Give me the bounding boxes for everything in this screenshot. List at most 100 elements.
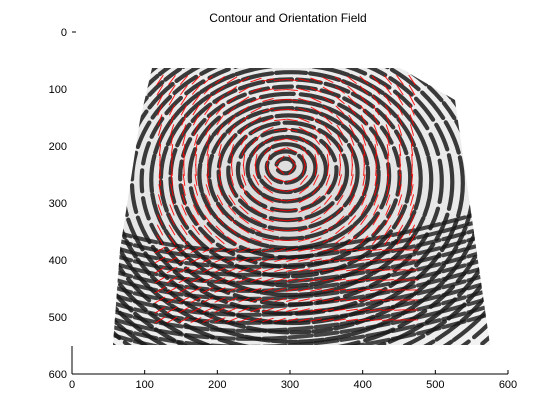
orientation-vector: [359, 85, 369, 95]
orientation-vector: [262, 88, 274, 92]
orientation-vector: [310, 258, 322, 262]
orientation-vector: [202, 317, 214, 323]
orientation-vector: [180, 235, 188, 245]
x-tick-label: 400: [353, 379, 371, 391]
orientation-vector: [169, 104, 175, 116]
orientation-vector: [346, 308, 358, 312]
orientation-vector: [286, 308, 298, 312]
orientation-vector: [154, 316, 166, 324]
orientation-vector: [195, 164, 197, 176]
orientation-vector: [275, 155, 285, 165]
orientation-vector: [170, 184, 174, 196]
orientation-vector: [350, 144, 354, 156]
orientation-vector: [346, 278, 358, 282]
orientation-vector: [286, 128, 298, 132]
orientation-vector: [262, 277, 274, 283]
orientation-vector: [358, 278, 370, 282]
orientation-vector: [192, 225, 200, 235]
orientation-vector: [182, 144, 186, 156]
orientation-vector: [347, 95, 357, 105]
orientation-vector: [286, 188, 298, 192]
orientation-vector: [408, 224, 416, 236]
orientation-vector: [238, 277, 250, 283]
orientation-vector: [322, 236, 334, 244]
orientation-vector: [170, 144, 174, 156]
orientation-vector: [214, 317, 226, 323]
orientation-vector: [384, 85, 392, 95]
y-tick-label: 600: [49, 369, 67, 381]
orientation-vector: [298, 217, 310, 223]
orientation-vector: [286, 318, 298, 322]
orientation-vector: [298, 126, 310, 134]
orientation-vector: [158, 144, 162, 156]
orientation-vector: [263, 175, 273, 185]
orientation-vector: [385, 124, 391, 136]
orientation-vector: [335, 215, 345, 225]
orientation-vector: [358, 258, 370, 262]
orientation-vector: [310, 227, 322, 233]
orientation-vector: [250, 277, 262, 283]
orientation-vector: [286, 118, 298, 122]
orientation-vector: [370, 258, 382, 262]
orientation-vector: [265, 164, 271, 176]
orientation-vector: [274, 89, 286, 91]
orientation-vector: [274, 277, 286, 283]
orientation-vector: [286, 298, 298, 302]
orientation-vector: [192, 104, 200, 116]
orientation-vector: [154, 246, 166, 254]
orientation-vector: [227, 226, 237, 234]
orientation-vector: [299, 136, 309, 144]
orientation-vector: [337, 134, 343, 146]
orientation-vector: [202, 277, 214, 283]
orientation-vector: [299, 186, 309, 194]
orientation-vector: [190, 277, 202, 283]
orientation-vector: [215, 85, 225, 95]
orientation-vector: [311, 195, 321, 205]
orientation-vector: [180, 85, 188, 95]
orientation-vector: [183, 154, 185, 166]
orientation-vector: [362, 174, 366, 186]
orientation-vector: [168, 84, 176, 96]
orientation-vector: [204, 204, 212, 216]
orientation-vector: [240, 134, 248, 146]
orientation-vector: [274, 287, 286, 293]
orientation-vector: [251, 125, 261, 135]
ridge-line: [113, 256, 490, 301]
orientation-vector: [214, 307, 226, 313]
orientation-vector: [397, 104, 403, 116]
orientation-vector: [241, 144, 247, 156]
orientation-vector: [250, 97, 262, 103]
orientation-vector: [251, 135, 261, 145]
orientation-vector: [286, 258, 298, 262]
orientation-vector: [216, 204, 224, 216]
orientation-vector: [250, 247, 262, 253]
orientation-vector: [302, 154, 306, 166]
orientation-vector: [204, 114, 212, 126]
orientation-vector: [288, 165, 296, 175]
orientation-vector: [156, 234, 164, 246]
orientation-vector: [375, 154, 377, 166]
orientation-vector: [382, 319, 394, 321]
orientation-vector: [166, 266, 178, 274]
orientation-vector: [251, 185, 261, 195]
orientation-vector: [310, 116, 322, 124]
orientation-vector: [252, 144, 260, 156]
orientation-vector: [226, 257, 238, 263]
orientation-vector: [250, 237, 262, 243]
orientation-vector: [286, 228, 298, 232]
y-tick-label: 100: [49, 84, 67, 96]
orientation-vector: [335, 95, 345, 105]
orientation-vector: [274, 307, 286, 313]
orientation-vector: [408, 84, 416, 96]
orientation-vector: [298, 238, 310, 242]
orientation-vector: [322, 96, 334, 104]
orientation-vector: [336, 115, 344, 125]
orientation-vector: [325, 144, 331, 156]
orientation-vector: [373, 204, 379, 216]
orientation-vector: [408, 94, 416, 106]
orientation-vector: [158, 124, 162, 136]
orientation-vector: [217, 134, 223, 146]
orientation-vector: [204, 215, 212, 225]
orientation-vector: [409, 204, 415, 216]
orientation-vector: [349, 134, 355, 146]
